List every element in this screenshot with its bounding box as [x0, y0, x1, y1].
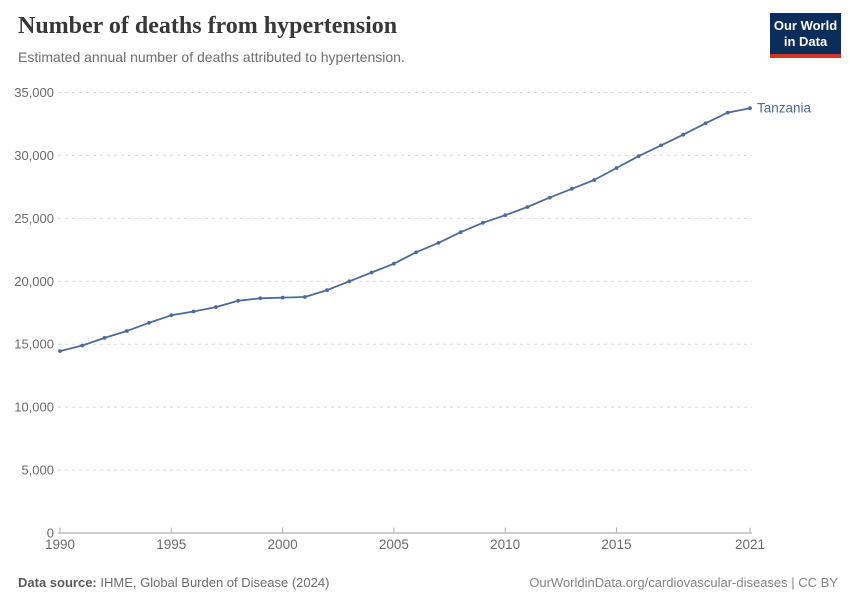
- data-point: [302, 295, 307, 299]
- y-tick-label: 5,000: [21, 463, 54, 478]
- data-point: [191, 309, 196, 314]
- data-point: [392, 261, 396, 266]
- y-tick-label: 35,000: [14, 85, 54, 100]
- x-tick-label: 2015: [601, 537, 631, 552]
- credit-link[interactable]: OurWorldinData.org/cardiovascular-diseas…: [529, 575, 838, 590]
- y-tick-label: 10,000: [14, 400, 54, 415]
- data-point: [80, 343, 85, 348]
- data-point: [525, 205, 530, 209]
- x-tick-label: 2010: [490, 537, 520, 552]
- data-point: [570, 186, 574, 191]
- data-point: [614, 166, 619, 170]
- x-tick-label: 2000: [268, 537, 298, 552]
- data-point: [369, 270, 374, 275]
- y-tick-label: 15,000: [14, 337, 54, 352]
- data-point: [481, 220, 485, 225]
- y-tick-label: 0: [47, 526, 54, 541]
- x-tick-label: 1995: [156, 537, 186, 552]
- data-point: [147, 320, 151, 325]
- data-points: [58, 106, 752, 353]
- x-axis-labels: 1990 1995 2000 2005 2010 2015 2021: [45, 537, 765, 552]
- data-point: [280, 295, 285, 300]
- y-tick-label: 30,000: [14, 148, 54, 163]
- chart-header: Number of deaths from hypertension Estim…: [18, 12, 755, 66]
- chart-footer: Data source: IHME, Global Burden of Dise…: [18, 575, 838, 590]
- data-point: [458, 230, 463, 235]
- y-tick-label: 25,000: [14, 211, 54, 226]
- data-point: [703, 121, 708, 126]
- y-tick-label: 20,000: [14, 274, 54, 289]
- data-point: [169, 313, 174, 318]
- x-tick-label: 2005: [379, 537, 409, 552]
- data-point: [725, 110, 730, 115]
- data-point: [236, 298, 241, 303]
- data-point: [659, 143, 663, 148]
- data-point: [681, 132, 686, 137]
- x-tick-label: 2021: [735, 537, 765, 552]
- owid-logo-line2: in Data: [783, 33, 828, 49]
- data-source-label: Data source:: [18, 575, 97, 590]
- data-point: [347, 279, 352, 284]
- gridlines: [58, 92, 752, 471]
- data-point: [414, 250, 418, 255]
- data-point: [258, 296, 263, 301]
- owid-logo[interactable]: Our World in Data: [770, 13, 841, 58]
- data-point: [124, 329, 129, 333]
- data-source-value: IHME, Global Burden of Disease (2024): [96, 575, 330, 590]
- data-source: Data source: IHME, Global Burden of Dise…: [18, 575, 329, 590]
- data-point: [325, 288, 329, 292]
- data-point: [58, 349, 62, 353]
- x-axis-ticks: [59, 527, 751, 533]
- page-title: Number of deaths from hypertension: [18, 13, 398, 39]
- x-tick-label: 1990: [45, 537, 75, 552]
- data-point: [592, 178, 597, 182]
- data-point: [547, 195, 552, 200]
- data-point: [748, 106, 752, 111]
- data-point: [503, 213, 508, 218]
- chart-subtitle: Estimated annual number of deaths attrib…: [18, 48, 405, 65]
- data-line-tanzania: [59, 107, 751, 353]
- series-label: Tanzania: [757, 101, 812, 116]
- y-axis-labels: 0 5,000 10,000 15,000 20,000 25,000 30,000 35,0…: [14, 85, 54, 541]
- data-point: [102, 336, 107, 340]
- data-point: [213, 305, 218, 309]
- owid-logo-line1: Our World: [773, 18, 838, 33]
- data-point: [636, 154, 641, 159]
- data-point: [436, 241, 441, 245]
